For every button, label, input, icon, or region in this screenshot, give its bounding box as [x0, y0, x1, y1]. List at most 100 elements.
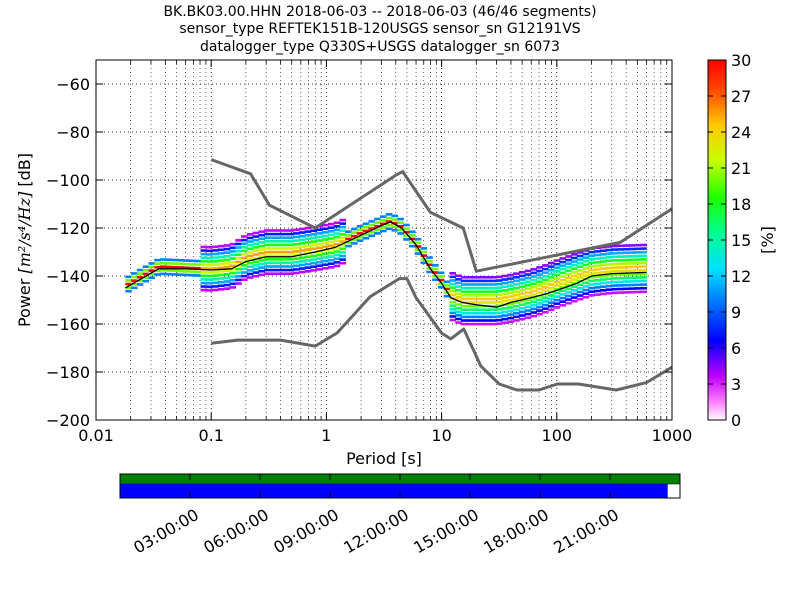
histogram-cell — [617, 276, 624, 280]
timeline-tick-label: 12:00:00 — [340, 505, 412, 557]
histogram-cell — [223, 258, 231, 262]
histogram-cell — [339, 258, 347, 261]
histogram-cell — [298, 270, 306, 274]
histogram-cell — [628, 247, 636, 251]
histogram-cell — [322, 267, 329, 270]
histogram-cell — [600, 249, 607, 253]
histogram-cell — [565, 287, 572, 291]
timeline-bottom-bar — [120, 484, 668, 498]
histogram-cell — [304, 237, 312, 241]
histogram-cell — [229, 242, 237, 246]
histogram-cell — [576, 294, 584, 297]
histogram-cell — [576, 297, 584, 301]
histogram-cell — [258, 237, 265, 241]
histogram-cell — [461, 279, 468, 283]
histogram-cell — [507, 295, 514, 298]
histogram-cell — [142, 279, 150, 283]
histogram-cell — [270, 240, 277, 243]
histogram-cell — [547, 268, 555, 272]
histogram-cell — [351, 238, 358, 242]
histogram-cell — [594, 282, 601, 286]
histogram-cell — [258, 233, 265, 237]
histogram-cell — [553, 266, 561, 270]
histogram-cell — [553, 298, 561, 302]
histogram-cell — [171, 265, 179, 269]
histogram-cell — [623, 251, 630, 255]
histogram-cell — [322, 263, 329, 267]
histogram-cell — [565, 280, 572, 283]
histogram-cell — [403, 230, 410, 234]
histogram-cell — [217, 262, 225, 266]
histogram-cell — [588, 265, 595, 268]
histogram-cell — [484, 308, 491, 311]
colorbar-tick-label: 3 — [731, 375, 741, 394]
histogram-cell — [484, 315, 491, 319]
histogram-cell — [246, 265, 254, 269]
histogram-cell — [304, 269, 312, 273]
histogram-cell — [188, 259, 196, 263]
histogram-cell — [293, 257, 300, 260]
histogram-cell — [634, 283, 642, 287]
histogram-cell — [518, 278, 526, 281]
histogram-cell — [478, 297, 485, 301]
histogram-cell — [484, 276, 491, 279]
histogram-cell — [188, 266, 196, 270]
y-tick-label: −60 — [56, 75, 90, 94]
histogram-cell — [322, 223, 329, 227]
histogram-cell — [298, 227, 306, 231]
histogram-cell — [194, 259, 202, 263]
histogram-cell — [333, 264, 341, 268]
histogram-cell — [171, 269, 179, 273]
histogram-cell — [223, 272, 231, 276]
histogram-cell — [252, 267, 260, 271]
histogram-cell — [252, 231, 260, 235]
histogram-cell — [559, 257, 566, 260]
histogram-cell — [391, 218, 399, 221]
histogram-cell — [518, 310, 526, 314]
histogram-cell — [241, 256, 248, 260]
histogram-cell — [628, 272, 636, 276]
histogram-cell — [449, 275, 457, 279]
histogram-cell — [565, 255, 572, 258]
histogram-cell — [571, 267, 578, 271]
histogram-cell — [206, 249, 213, 253]
histogram-cell — [235, 242, 242, 246]
histogram-cell — [310, 258, 318, 261]
histogram-cell — [270, 229, 277, 232]
histogram-cell — [634, 243, 642, 247]
histogram-cell — [565, 273, 572, 276]
histogram-cell — [212, 259, 219, 263]
histogram-cell — [611, 273, 619, 277]
histogram-cell — [594, 257, 601, 260]
histogram-cell — [333, 239, 341, 243]
histogram-cell — [466, 315, 474, 319]
histogram-cell — [547, 261, 555, 265]
histogram-cell — [542, 303, 549, 307]
histogram-cell — [484, 301, 491, 304]
histogram-cell — [322, 252, 329, 256]
histogram-cell — [287, 232, 294, 236]
y-axis-label-units: [m²/s⁴/Hz] — [15, 191, 34, 274]
histogram-cell — [536, 280, 543, 284]
histogram-cell — [484, 297, 491, 301]
histogram-cell — [536, 298, 543, 302]
histogram-cell — [298, 260, 306, 263]
histogram-cell — [229, 271, 237, 275]
histogram-cell — [553, 284, 561, 288]
histogram-cell — [594, 250, 601, 253]
histogram-cell — [484, 322, 491, 326]
colorbar-tick-label: 21 — [731, 159, 751, 178]
colorbar-tick-label: 12 — [731, 267, 751, 286]
histogram-cell — [501, 299, 509, 303]
histogram-cell — [466, 286, 474, 290]
histogram-cell — [339, 222, 347, 225]
histogram-cell — [397, 232, 404, 235]
histogram-cell — [455, 278, 462, 281]
histogram-cell — [270, 250, 277, 254]
histogram-cell — [582, 288, 590, 292]
histogram-cell — [542, 285, 549, 289]
colorbar: 0 3 6 9 12 15 18 21 24 27 30 [%] — [707, 51, 777, 430]
histogram-cell — [414, 241, 422, 245]
histogram-cell — [461, 312, 468, 315]
histogram-cell — [200, 270, 208, 274]
